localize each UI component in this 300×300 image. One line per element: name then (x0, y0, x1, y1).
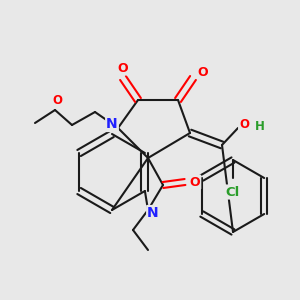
Text: O: O (239, 118, 249, 130)
Text: N: N (106, 117, 118, 131)
Text: O: O (198, 65, 208, 79)
Text: N: N (147, 206, 159, 220)
Text: O: O (190, 176, 200, 188)
Text: O: O (118, 61, 128, 74)
Text: O: O (52, 94, 62, 106)
Text: H: H (255, 119, 265, 133)
Text: Cl: Cl (226, 185, 240, 199)
